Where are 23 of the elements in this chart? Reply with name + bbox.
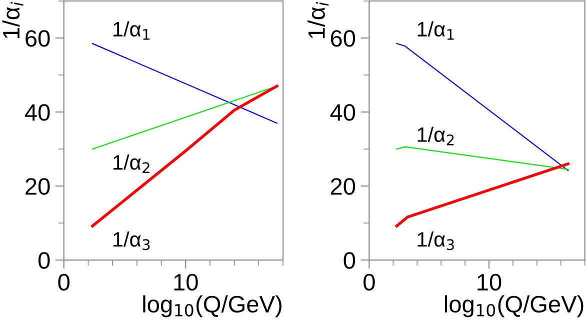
series-label: 1/α$_{3}$ xyxy=(114,231,150,250)
x-tick-label: 0 xyxy=(364,274,375,291)
series-label: 1/α$_{1}$ xyxy=(418,21,454,40)
series-label: 1/α$_{2}$ xyxy=(114,154,150,173)
y-tick-label: 20 xyxy=(330,178,356,195)
x-tick-label: 10 xyxy=(174,274,198,291)
x-axis-title: log$_{10}$(Q/GeV) xyxy=(444,295,584,318)
y-tick-label: 0 xyxy=(38,252,50,269)
x-tick-label: 0 xyxy=(58,274,70,291)
series-label: 1/α$_{3}$ xyxy=(418,231,454,250)
y-axis-title: 1/α$_{i}$ xyxy=(2,2,24,38)
y-tick-label: 0 xyxy=(344,252,356,269)
x-axis-title: log$_{10}$(Q/GeV) xyxy=(143,295,282,318)
y-tick-label: 60 xyxy=(26,30,50,47)
series-label: 1/α$_{1}$ xyxy=(114,21,150,40)
line-series xyxy=(91,84,278,228)
x-tick-label: 10 xyxy=(478,274,502,291)
y-tick-label: 20 xyxy=(26,178,50,195)
y-axis-title: 1/α$_{i}$ xyxy=(308,2,329,38)
y-tick-label: 40 xyxy=(24,104,50,121)
series-label: 1/α$_{2}$ xyxy=(418,126,454,146)
y-tick-label: 60 xyxy=(330,30,356,47)
y-tick-label: 40 xyxy=(330,104,356,121)
